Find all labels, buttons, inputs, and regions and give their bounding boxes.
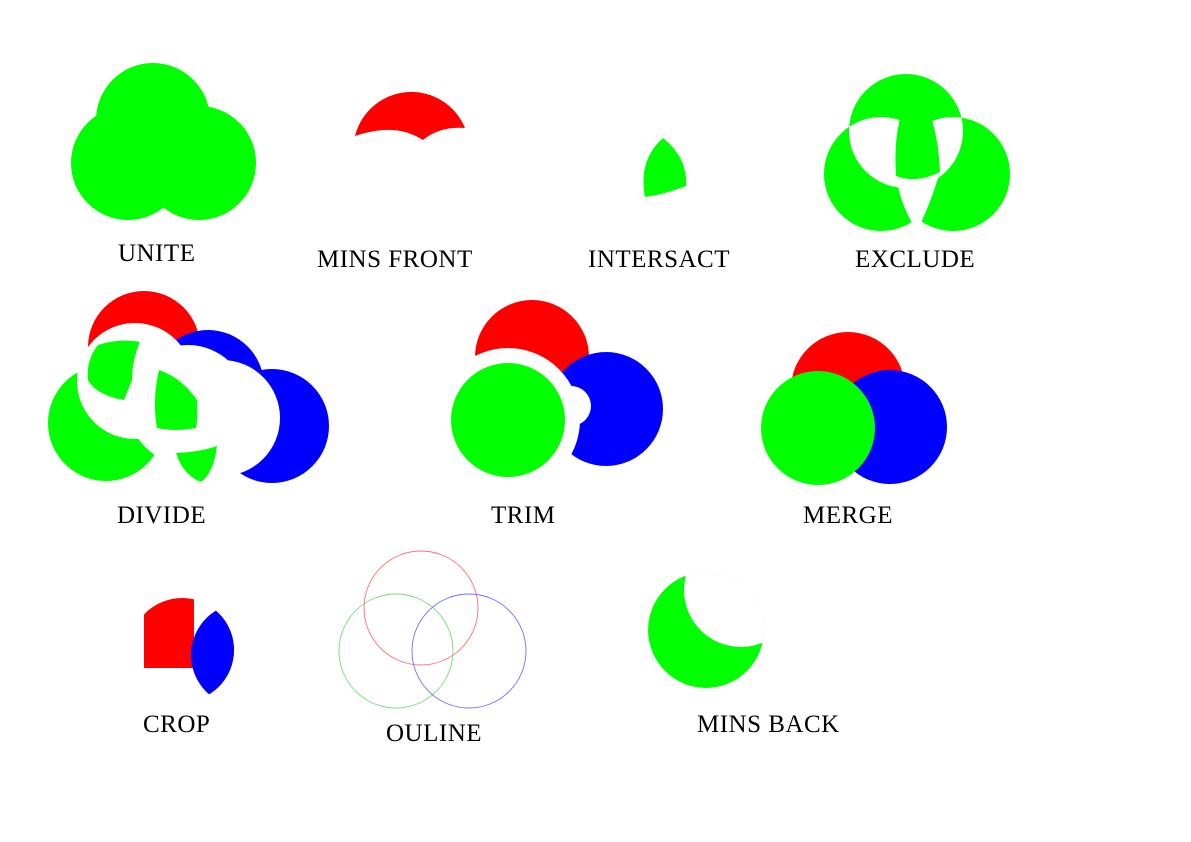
intersect-shape [643,138,687,197]
minus-front-label: MINS FRONT [317,246,473,273]
intersect-label: INTERSACT [588,246,730,273]
outline-shape [338,550,527,709]
divide-label: DIVIDE [117,502,207,529]
crop-label: CROP [143,711,211,738]
unite-label: UNITE [118,240,196,267]
exclude-shape [824,74,1010,231]
crop-shape [144,598,234,702]
unite-shape [71,63,256,220]
minus-back-shape [648,572,764,688]
trim-shape [436,300,663,492]
minus-front-shape [355,91,465,140]
divide-shape [48,291,329,483]
minus-back-label: MINS BACK [697,711,840,738]
merge-shape [761,332,947,485]
exclude-label: EXCLUDE [855,246,976,273]
merge-label: MERGE [803,502,893,529]
outline-label: OULINE [386,720,483,747]
trim-label: TRIM [491,502,556,529]
